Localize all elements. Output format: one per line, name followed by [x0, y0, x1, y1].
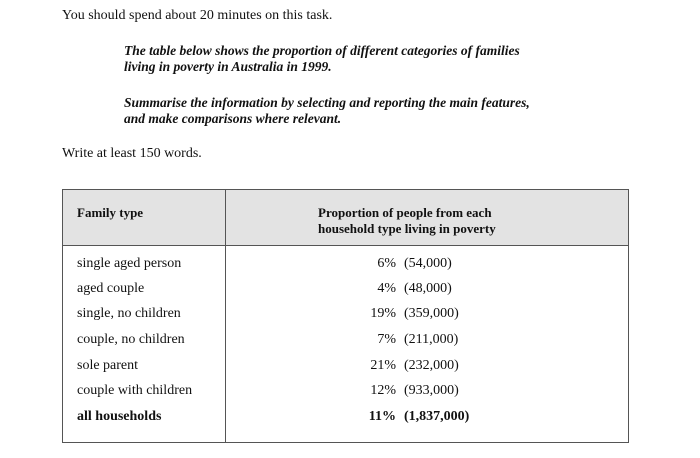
table-row: single aged person 6% (54,000): [63, 252, 628, 277]
percent-cell: 6%: [377, 256, 396, 271]
percent-cell: 4%: [377, 281, 396, 296]
count-cell: (933,000): [404, 383, 459, 398]
percent-cell: 21%: [370, 358, 396, 373]
percent-cell: 11%: [368, 409, 396, 424]
header-proportion: Proportion of people from each household…: [318, 205, 496, 237]
percent-cell: 7%: [377, 332, 396, 347]
table-row: sole parent 21% (232,000): [63, 354, 628, 379]
family-type-cell: single, no children: [77, 306, 181, 321]
table-row: couple, no children 7% (211,000): [63, 328, 628, 353]
prompt-line: The table below shows the proportion of …: [124, 43, 520, 58]
family-type-cell: all households: [77, 409, 162, 424]
count-cell: (54,000): [404, 256, 452, 271]
table-row-total: all households 11% (1,837,000): [63, 405, 628, 430]
family-type-cell: couple, no children: [77, 332, 185, 347]
family-type-cell: aged couple: [77, 281, 145, 296]
column-divider: [225, 190, 226, 442]
prompt-line: Summarise the information by selecting a…: [124, 95, 530, 110]
count-cell: (211,000): [404, 332, 459, 347]
poverty-table: Family type Proportion of people from ea…: [62, 189, 629, 443]
family-type-cell: couple with children: [77, 383, 193, 398]
table-row: aged couple 4% (48,000): [63, 277, 628, 302]
count-cell: (1,837,000): [404, 409, 470, 424]
task-time-note: You should spend about 20 minutes on thi…: [62, 8, 333, 23]
task-prompt-instruction: Summarise the information by selecting a…: [124, 95, 594, 127]
count-cell: (48,000): [404, 281, 452, 296]
table-row: couple with children 12% (933,000): [63, 379, 628, 404]
header-proportion-line: Proportion of people from each: [318, 205, 492, 220]
percent-cell: 19%: [370, 306, 396, 321]
task-prompt-description: The table below shows the proportion of …: [124, 43, 594, 75]
count-cell: (359,000): [404, 306, 459, 321]
prompt-line: living in poverty in Australia in 1999.: [124, 59, 332, 74]
count-cell: (232,000): [404, 358, 459, 373]
header-family-type: Family type: [77, 205, 144, 220]
table-row: single, no children 19% (359,000): [63, 302, 628, 327]
family-type-cell: single aged person: [77, 256, 182, 271]
table-header: Family type Proportion of people from ea…: [63, 190, 628, 246]
percent-cell: 12%: [370, 383, 396, 398]
header-proportion-line: household type living in poverty: [318, 221, 496, 236]
word-count-note: Write at least 150 words.: [62, 146, 202, 161]
family-type-cell: sole parent: [77, 358, 139, 373]
prompt-line: and make comparisons where relevant.: [124, 111, 342, 126]
